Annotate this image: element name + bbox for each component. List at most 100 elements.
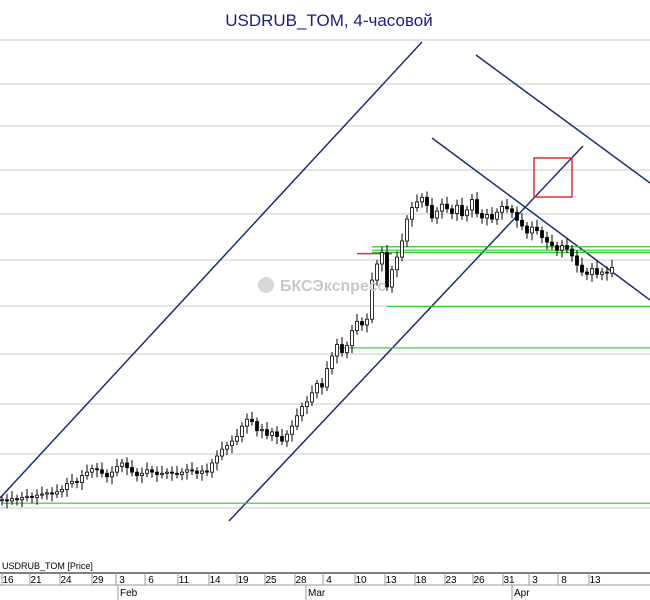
candle-body-116 (580, 264, 584, 273)
candle-body-88 (440, 203, 444, 212)
candle-body-21 (105, 472, 109, 478)
day-tick-label-5: 6 (148, 575, 154, 586)
candle-body-79 (395, 256, 399, 271)
candle-body-10 (50, 492, 54, 495)
candle-body-107 (535, 226, 539, 232)
candle-body-75 (375, 263, 379, 281)
candle-body-14 (70, 480, 74, 485)
candle-body-9 (45, 492, 49, 495)
candle-body-50 (250, 418, 254, 422)
day-tick-label-17: 31 (503, 575, 515, 586)
candle-body-16 (80, 475, 84, 483)
candle-body-7 (35, 494, 39, 498)
candle-body-59 (295, 415, 299, 427)
candle-body-25 (125, 462, 129, 468)
candle-body-13 (65, 483, 69, 490)
day-tick-label-11: 4 (326, 575, 332, 586)
candle-body-32 (160, 472, 164, 475)
candle-body-22 (110, 471, 114, 478)
candle-body-97 (485, 214, 489, 219)
candle-body-66 (330, 355, 334, 370)
candle-body-80 (400, 240, 404, 258)
candle-body-28 (140, 472, 144, 476)
candle-body-76 (380, 252, 384, 265)
month-tick-label-0: Feb (120, 588, 138, 599)
candle-body-100 (500, 206, 504, 213)
candle-body-63 (315, 383, 319, 394)
candle-body-34 (170, 471, 174, 474)
candle-body-19 (95, 468, 99, 471)
candle-body-115 (575, 255, 579, 266)
day-tick-label-9: 25 (265, 575, 277, 586)
candle-body-33 (165, 471, 169, 474)
candle-body-55 (275, 431, 279, 437)
day-tick-label-10: 28 (295, 575, 307, 586)
candle-body-2 (10, 498, 14, 502)
candles (0, 191, 614, 509)
candle-body-70 (350, 330, 354, 347)
candle-body-3 (15, 498, 19, 501)
candle-body-6 (30, 495, 34, 498)
candle-body-18 (90, 468, 94, 473)
candle-body-51 (255, 421, 259, 432)
day-tick-label-8: 19 (237, 575, 249, 586)
day-tick-label-13: 13 (385, 575, 397, 586)
candle-body-118 (590, 268, 594, 275)
candle-body-112 (560, 245, 564, 251)
candle-body-89 (445, 203, 449, 210)
candle-body-47 (235, 436, 239, 442)
candle-body-106 (530, 226, 534, 234)
candle-body-45 (225, 445, 229, 450)
candle-body-15 (75, 480, 79, 483)
candle-body-56 (280, 436, 284, 442)
candle-body-39 (195, 470, 199, 474)
candle-body-40 (200, 470, 204, 474)
candle-body-103 (515, 211, 519, 221)
candle-body-20 (100, 469, 104, 474)
day-tick-label-7: 14 (209, 575, 221, 586)
candle-body-54 (270, 431, 274, 436)
candle-body-42 (210, 462, 214, 473)
candle-body-35 (175, 472, 179, 475)
candle-body-26 (130, 467, 134, 473)
candle-body-37 (185, 469, 189, 473)
candle-body-12 (60, 488, 64, 493)
candle-body-43 (215, 455, 219, 464)
candle-body-83 (415, 201, 419, 209)
candle-body-104 (520, 219, 524, 227)
candle-body-48 (240, 425, 244, 437)
candle-body-90 (450, 208, 454, 214)
candle-body-41 (205, 470, 209, 473)
watermark: БКСЭкспресс (258, 277, 387, 295)
trend-channel-line-1 (228, 145, 584, 522)
candle-body-114 (570, 248, 574, 257)
day-tick-label-18: 3 (532, 575, 538, 586)
candle-body-30 (150, 469, 154, 473)
candle-body-49 (245, 418, 249, 427)
highlight-box (533, 157, 573, 198)
candle-body-74 (370, 279, 374, 320)
day-tick-label-0: 16 (2, 575, 14, 586)
grid-lines (0, 39, 650, 509)
candle-body-85 (425, 196, 429, 206)
candle-body-72 (360, 321, 364, 326)
candle-body-122 (610, 267, 614, 274)
candle-body-46 (230, 440, 234, 447)
candle-body-11 (55, 491, 59, 495)
candle-body-93 (465, 209, 469, 217)
candle-body-113 (565, 245, 569, 250)
candle-body-0 (0, 499, 4, 502)
candle-body-60 (300, 406, 304, 417)
candle-body-1 (5, 499, 9, 502)
day-tick-label-14: 18 (415, 575, 427, 586)
candle-body-98 (490, 214, 494, 220)
candle-body-91 (455, 204, 459, 214)
candle-body-29 (145, 469, 149, 474)
candle-body-96 (480, 212, 484, 219)
candle-body-24 (120, 462, 124, 467)
candle-body-36 (180, 471, 184, 475)
candle-body-109 (545, 237, 549, 243)
candle-body-64 (320, 383, 324, 388)
